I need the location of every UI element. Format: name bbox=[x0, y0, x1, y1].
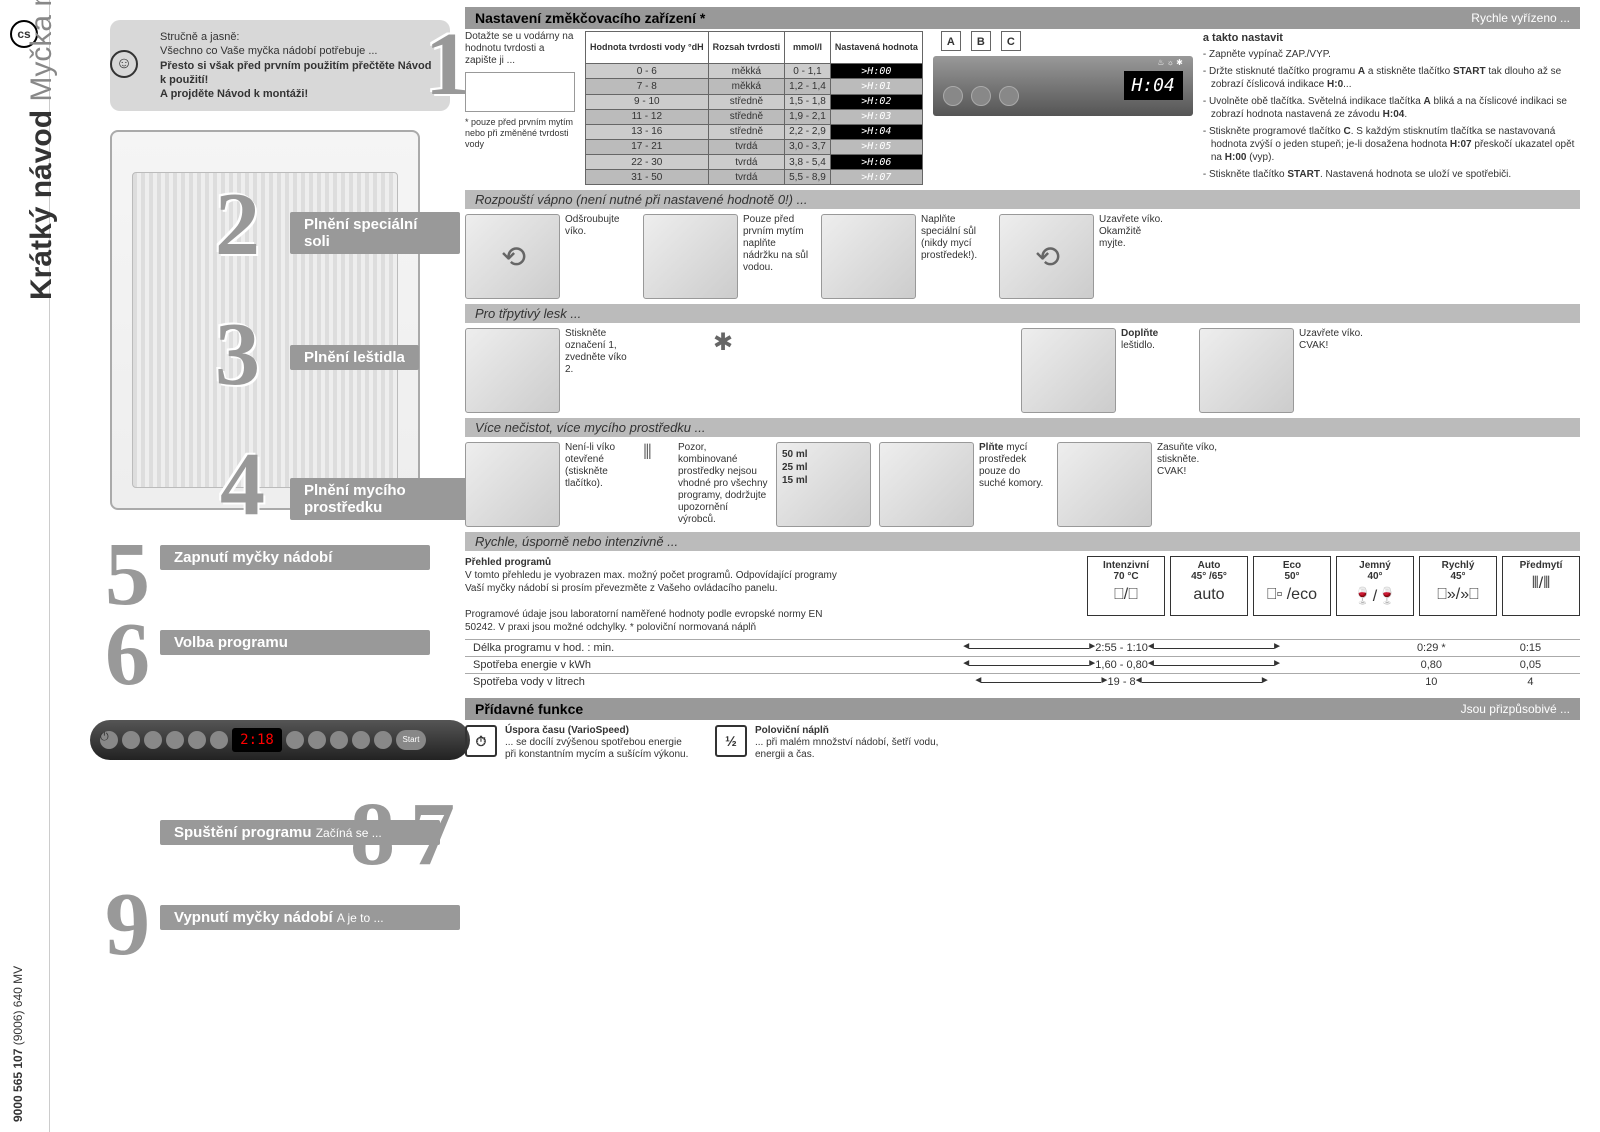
hardness-row: 31 - 50tvrdá5,5 - 8,9>H:07 bbox=[586, 170, 923, 185]
programs-section: Přehled programů V tomto přehledu je vyo… bbox=[465, 556, 1580, 690]
step-number-2: 2 bbox=[215, 180, 260, 270]
step-label-9: Vypnutí myčky nádobí A je to ... bbox=[160, 905, 460, 930]
step-number-9: 9 bbox=[105, 880, 150, 970]
opt-button[interactable] bbox=[308, 731, 326, 749]
det-img-2: 50 ml 25 ml 15 ml bbox=[776, 442, 871, 527]
salt-img-1 bbox=[465, 214, 560, 299]
program-box: Předmytí⦀/⦀ bbox=[1502, 556, 1580, 616]
opt-button[interactable] bbox=[374, 731, 392, 749]
halfload-icon: ½ bbox=[715, 725, 747, 757]
instruction-item: Držte stisknuté tlačítko programu A a st… bbox=[1203, 65, 1580, 91]
hardness-row: 13 - 16středně2,2 - 2,9>H:04 bbox=[586, 124, 923, 139]
document-number: 9000 565 107 (9006) 640 MV bbox=[11, 966, 25, 1122]
section-8-header: Přídavné funkce Jsou přizpůsobivé ... bbox=[465, 698, 1580, 720]
salt-row: Odšroubujte víko. Pouze před prvním mytí… bbox=[465, 214, 1580, 299]
hardness-query: Dotažte se u vodárny na hodnotu tvrdosti… bbox=[465, 31, 575, 185]
display-value: H:04 bbox=[1124, 71, 1183, 100]
prog-button[interactable] bbox=[166, 731, 184, 749]
section-1-header: Nastavení změkčovacího zařízení * Rychle… bbox=[465, 7, 1580, 29]
lines-icon bbox=[643, 442, 673, 527]
smiley-icon: ☺ bbox=[110, 50, 138, 78]
program-box: Eco50°⎕▫ /eco bbox=[1253, 556, 1331, 616]
det-img-4 bbox=[1057, 442, 1152, 527]
salt-img-2 bbox=[643, 214, 738, 299]
left-column: ☺ Stručně a jasně: Všechno co Vaše myčka… bbox=[50, 0, 460, 1132]
rinse-row: Stiskněte označení 1, zvedněte víko 2. D… bbox=[465, 328, 1580, 413]
hardness-row: 17 - 21tvrdá3,0 - 3,7>H:05 bbox=[586, 139, 923, 154]
power-button[interactable]: ⏻ bbox=[100, 731, 118, 749]
program-box: Jemný40°🍷/🍷 bbox=[1336, 556, 1414, 616]
hardness-row: 0 - 6měkká0 - 1,1>H:00 bbox=[586, 64, 923, 79]
variospeed-icon: ⏱ bbox=[465, 725, 497, 757]
snowflake-icon bbox=[713, 328, 743, 358]
metric-row: Spotřeba energie v kWh 1,60 - 0,80 0,80 … bbox=[465, 657, 1580, 674]
dishwasher-illustration bbox=[110, 130, 420, 510]
program-box: Rychlý45°⎕»/»⎕ bbox=[1419, 556, 1497, 616]
step-label-5: Zapnutí myčky nádobí bbox=[160, 545, 430, 570]
rinse-img-2 bbox=[1021, 328, 1116, 413]
rinse-img-1 bbox=[465, 328, 560, 413]
program-box: Auto45° /65°auto bbox=[1170, 556, 1248, 616]
rinse-img-3 bbox=[1199, 328, 1294, 413]
hardness-row: 7 - 8měkká1,2 - 1,4>H:01 bbox=[586, 79, 923, 94]
step-number-6: 6 bbox=[105, 610, 150, 700]
instruction-item: Stiskněte programové tlačítko C. S každý… bbox=[1203, 125, 1580, 164]
program-metrics-table: Délka programu v hod. : min. 2:55 - 1:10… bbox=[465, 639, 1580, 690]
setup-instructions: a takto nastavit Zapněte vypínač ZAP./VY… bbox=[1203, 31, 1580, 185]
salt-img-4 bbox=[999, 214, 1094, 299]
addons-row: ⏱ Úspora času (VarioSpeed)... se docílí … bbox=[465, 725, 1580, 761]
detergent-row: Není-li víko otevřené (stiskněte tlačítk… bbox=[465, 442, 1580, 527]
step-label-6: Volba programu bbox=[160, 630, 430, 655]
metric-row: Délka programu v hod. : min. 2:55 - 1:10… bbox=[465, 640, 1580, 657]
section-3-sub: Pro třpytivý lesk ... bbox=[465, 304, 1580, 323]
hardness-input-box[interactable] bbox=[465, 72, 575, 112]
det-img-1 bbox=[465, 442, 560, 527]
hardness-row: 22 - 30tvrdá3,8 - 5,4>H:06 bbox=[586, 155, 923, 170]
instruction-item: Uvolněte obě tlačítka. Světelná indikace… bbox=[1203, 95, 1580, 121]
instruction-item: Stiskněte tlačítko START. Nastavená hodn… bbox=[1203, 168, 1580, 181]
button-c-label: C bbox=[1001, 31, 1021, 51]
button-b-label: B bbox=[971, 31, 991, 51]
opt-button[interactable] bbox=[286, 731, 304, 749]
prog-button[interactable] bbox=[122, 731, 140, 749]
instruction-item: Zapněte vypínač ZAP./VYP. bbox=[1203, 48, 1580, 61]
display-illustration: A B C ♨ ☼ ✱ H:04 bbox=[933, 31, 1193, 185]
step-label-7: Spuštění programu Začíná se ... bbox=[160, 820, 440, 845]
control-panel: ⏻ 2:18 Start bbox=[90, 720, 470, 760]
step-number-3: 3 bbox=[215, 310, 260, 400]
prog-button[interactable] bbox=[144, 731, 162, 749]
opt-button[interactable] bbox=[330, 731, 348, 749]
intro-box: Stručně a jasně: Všechno co Vaše myčka n… bbox=[110, 20, 450, 111]
section-2-sub: Rozpouští vápno (není nutné při nastaven… bbox=[465, 190, 1580, 209]
button-a-label: A bbox=[941, 31, 961, 51]
hardness-table: Hodnota tvrdosti vody °dHRozsah tvrdosti… bbox=[585, 31, 923, 185]
prog-button[interactable] bbox=[188, 731, 206, 749]
right-column: Nastavení změkčovacího zařízení * Rychle… bbox=[460, 0, 1600, 1132]
start-button[interactable]: Start bbox=[396, 730, 426, 750]
step-number-4: 4 bbox=[220, 440, 265, 530]
program-box: Intenzivní70 °C⎕/⎕ bbox=[1087, 556, 1165, 616]
time-display: 2:18 bbox=[232, 728, 282, 752]
step-label-3: Plnění leštidla bbox=[290, 345, 419, 370]
prog-button[interactable] bbox=[210, 731, 228, 749]
step-label-2: Plnění speciální soli bbox=[290, 212, 460, 254]
det-img-3 bbox=[879, 442, 974, 527]
salt-img-3 bbox=[821, 214, 916, 299]
hardness-row: 11 - 12středně1,9 - 2,1>H:03 bbox=[586, 109, 923, 124]
opt-button[interactable] bbox=[352, 731, 370, 749]
left-rail: cs Krátký návod Myčka nádobí 9000 565 10… bbox=[0, 0, 50, 1132]
section-6-sub: Rychle, úsporně nebo intenzivně ... bbox=[465, 532, 1580, 551]
hardness-row: 9 - 10středně1,5 - 1,8>H:02 bbox=[586, 94, 923, 109]
step-label-4: Plnění mycího prostředku bbox=[290, 478, 470, 520]
section-4-sub: Více nečistot, více mycího prostředku ..… bbox=[465, 418, 1580, 437]
metric-row: Spotřeba vody v litrech 19 - 8 10 4 bbox=[465, 674, 1580, 691]
